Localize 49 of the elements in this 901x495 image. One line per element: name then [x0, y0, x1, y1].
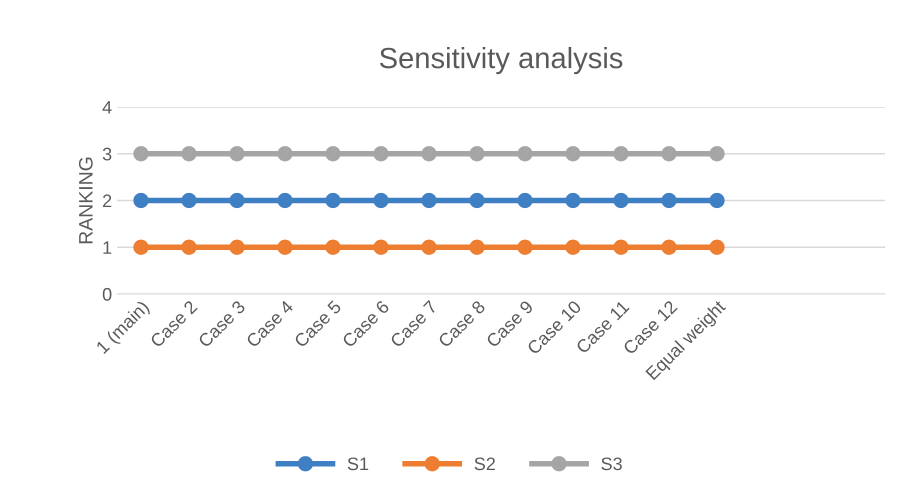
point [613, 240, 629, 255]
chart-title: Sensitivity analysis [380, 46, 622, 74]
point [229, 192, 245, 208]
point [229, 240, 245, 255]
point [133, 192, 149, 208]
point [181, 240, 197, 255]
point [613, 146, 629, 162]
point [469, 146, 485, 162]
point [469, 240, 485, 255]
point [565, 240, 581, 255]
y-tick-label: 4 [102, 101, 112, 114]
point [517, 146, 533, 162]
point [517, 192, 533, 208]
y-tick-label: 0 [102, 288, 112, 301]
y-tick-label: 2 [103, 194, 112, 208]
point [181, 192, 197, 208]
legend-label: S3 [601, 457, 622, 470]
point [277, 240, 293, 255]
point [517, 240, 533, 255]
point [709, 146, 725, 162]
point [661, 192, 677, 208]
point [373, 192, 389, 208]
point [373, 240, 389, 255]
point [325, 240, 341, 255]
point [325, 192, 341, 208]
point [133, 146, 149, 162]
point [661, 146, 677, 162]
point [565, 192, 581, 208]
point [469, 192, 485, 208]
point [277, 146, 293, 162]
point [181, 146, 197, 162]
point [421, 146, 437, 162]
point [325, 146, 341, 162]
legend-label: S1 [348, 457, 368, 470]
point [277, 192, 293, 208]
point [613, 192, 629, 208]
point [565, 146, 581, 162]
point [421, 240, 437, 255]
y-axis-title: RANKING [78, 158, 93, 244]
y-tick-label: 1 [103, 241, 112, 254]
point [133, 240, 149, 255]
point [661, 240, 677, 255]
point [709, 192, 725, 208]
legend-label: S2 [474, 457, 495, 470]
point [709, 240, 725, 255]
y-tick-label: 3 [102, 148, 112, 160]
point [229, 146, 245, 162]
point [421, 192, 437, 208]
point [373, 146, 389, 162]
